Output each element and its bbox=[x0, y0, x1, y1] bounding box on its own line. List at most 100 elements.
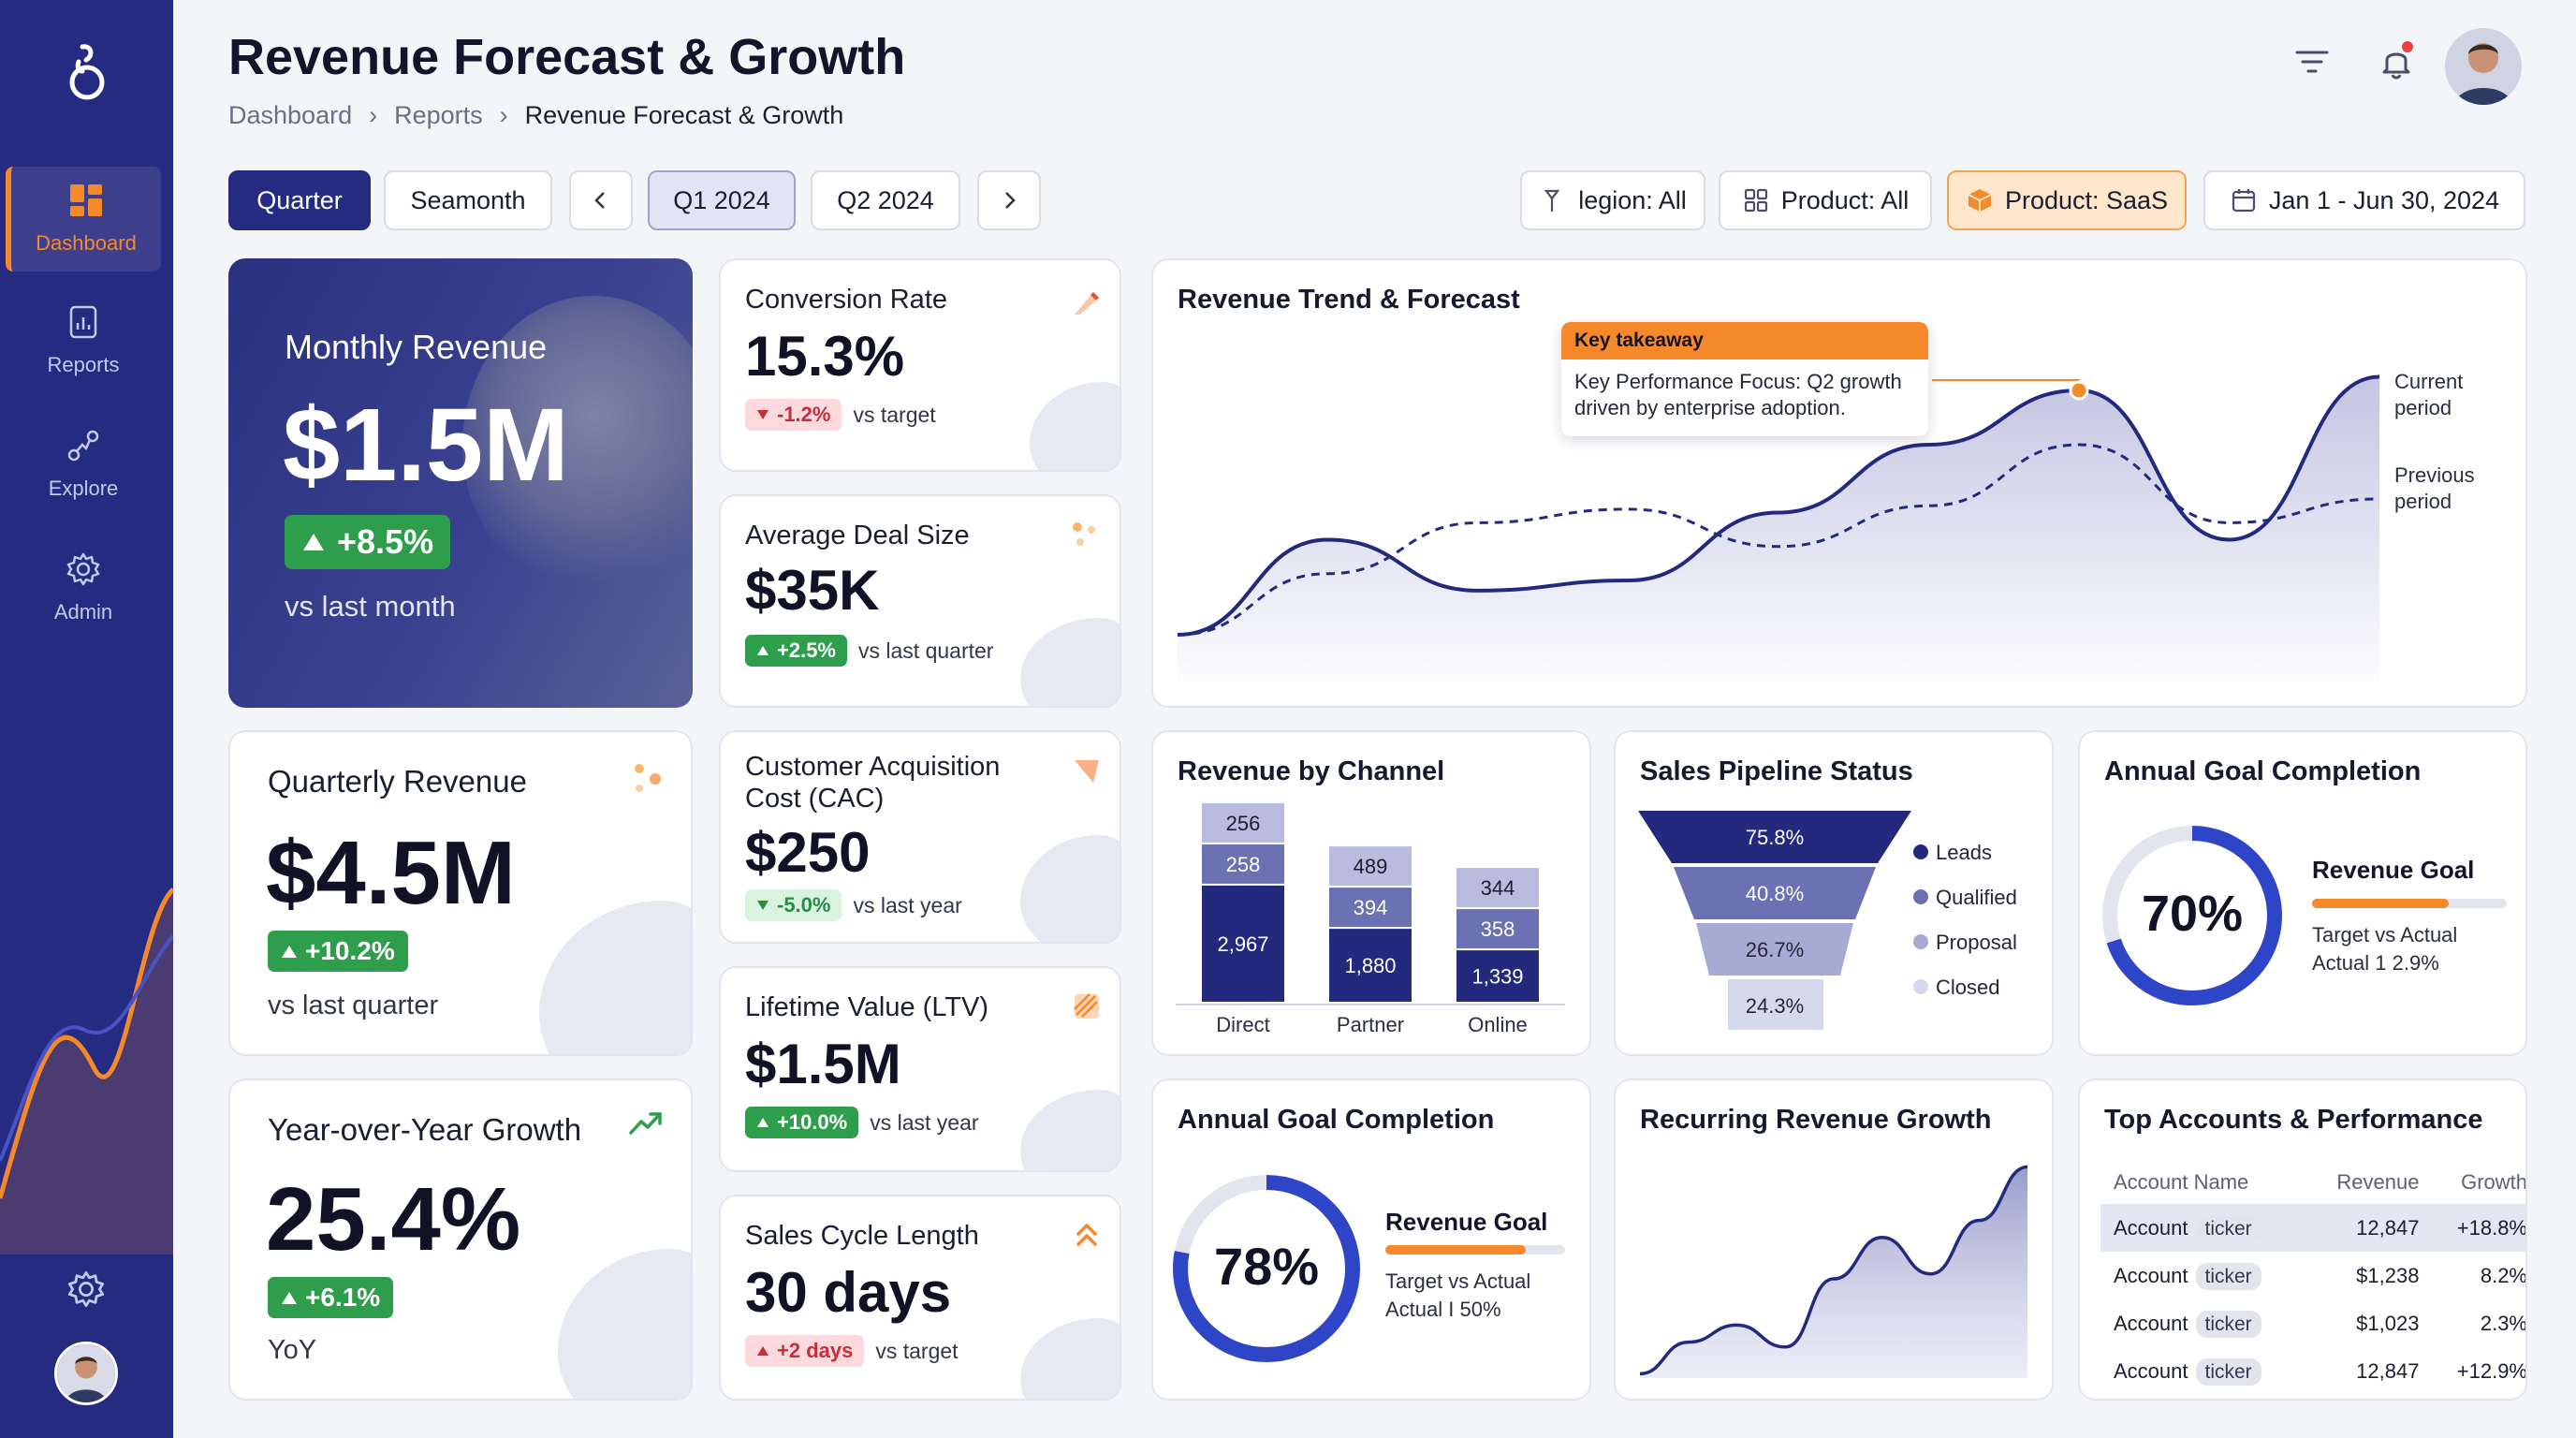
user-avatar[interactable] bbox=[54, 1342, 118, 1405]
legend-dot-closed bbox=[1913, 979, 1928, 994]
goal-bottom-label: Revenue Goal bbox=[1385, 1208, 1548, 1236]
header-user-avatar[interactable] bbox=[2445, 28, 2522, 105]
table-row[interactable]: Account ticker 12,847 +12.9% bbox=[2100, 1347, 2527, 1395]
sidebar-item-admin[interactable]: Admin bbox=[6, 536, 161, 640]
annual-goal-card-bottom[interactable]: Annual Goal Completion 78% Revenue Goal … bbox=[1151, 1078, 1591, 1401]
bar-segment-direct-top[interactable] bbox=[1202, 802, 1284, 843]
bar-segment-direct-base[interactable] bbox=[1202, 885, 1284, 1002]
monthly-revenue-card[interactable]: Monthly Revenue $1.5M +8.5% vs last mont… bbox=[228, 258, 693, 708]
region-filter-dropdown[interactable]: legion: All bbox=[1520, 170, 1705, 230]
date-range-picker[interactable]: Jan 1 - Jun 30, 2024 bbox=[2203, 170, 2525, 230]
deal-change-badge: +2.5% bbox=[745, 635, 847, 667]
table-row[interactable]: Account ticker $1,238 8.2% bbox=[2100, 1252, 2527, 1299]
bar-segment-direct-middle[interactable] bbox=[1202, 844, 1284, 884]
funnel-value-leads: 75.8% bbox=[1746, 826, 1804, 849]
cycle-change-badge: +2 days bbox=[745, 1335, 865, 1367]
previous-period-button[interactable] bbox=[569, 170, 633, 230]
revenue-trend-card[interactable]: Revenue Trend & Forecast Key takeaway Ke… bbox=[1151, 258, 2527, 708]
product-filter-dropdown[interactable]: Product: All bbox=[1719, 170, 1932, 230]
legend-dot-proposal bbox=[1913, 934, 1928, 949]
recurring-revenue-card[interactable]: Recurring Revenue Growth bbox=[1614, 1078, 2054, 1401]
accounts-title: Top Accounts & Performance bbox=[2104, 1105, 2483, 1135]
top-accounts-card[interactable]: Top Accounts & Performance Account Name … bbox=[2078, 1078, 2527, 1401]
column-header-account[interactable]: Account Name bbox=[2114, 1170, 2249, 1194]
monthly-revenue-compare: vs last month bbox=[285, 590, 456, 623]
product-saas-label: Product: SaaS bbox=[2004, 185, 2169, 214]
revenue-cell: $1,238 bbox=[2356, 1263, 2420, 1287]
arrow-down-icon bbox=[757, 410, 768, 419]
conversion-rate-card[interactable]: Conversion Rate 15.3% -1.2% vs target bbox=[719, 258, 1121, 472]
explore-icon bbox=[67, 430, 99, 462]
sales-cycle-card[interactable]: Sales Cycle Length 30 days +2 days vs ta… bbox=[719, 1195, 1121, 1401]
sales-pipeline-card[interactable]: Sales Pipeline Status 75.8% 40.8% 26.7% … bbox=[1614, 730, 2054, 1056]
growth-cell: +12.9% bbox=[2456, 1358, 2527, 1383]
period-q2-2024[interactable]: Q2 2024 bbox=[811, 170, 960, 230]
revenue-by-channel-card[interactable]: Revenue by Channel 2,967 258 256 Direct 1,88… bbox=[1151, 730, 1591, 1056]
bar-segment-online-middle[interactable] bbox=[1456, 909, 1539, 949]
column-header-growth[interactable]: Growth bbox=[2461, 1170, 2527, 1194]
legend-label-proposal: Proposal bbox=[1936, 931, 2017, 954]
sidebar-item-reports[interactable]: Reports bbox=[6, 288, 161, 393]
funnel-value-qualified: 40.8% bbox=[1746, 882, 1804, 905]
yoy-growth-card[interactable]: Year-over-Year Growth 25.4% +6.1% YoY bbox=[228, 1078, 693, 1401]
card-decoration bbox=[539, 901, 691, 1054]
bar-segment-partner-top[interactable] bbox=[1329, 846, 1412, 887]
yoy-compare: YoY bbox=[268, 1335, 317, 1365]
filter-icon[interactable] bbox=[2290, 39, 2334, 84]
growth-cell: 8.2% bbox=[2480, 1263, 2527, 1287]
region-pin-icon bbox=[1544, 189, 1560, 212]
table-row[interactable]: Account ticker 12,847 +18.8% bbox=[2100, 1204, 2525, 1252]
cac-card[interactable]: Customer Acquisition Cost (CAC) $250 -5.… bbox=[719, 730, 1121, 944]
app-logo-icon[interactable] bbox=[58, 41, 114, 103]
cac-change-row: -5.0% vs last year bbox=[745, 889, 962, 921]
card-decoration bbox=[1020, 835, 1120, 942]
sidebar-item-label: Dashboard bbox=[36, 231, 137, 255]
sidebar-item-label: Admin bbox=[53, 600, 113, 624]
goal-bottom-actual-label: Actual I 50% bbox=[1385, 1298, 1501, 1321]
yoy-change-badge: +6.1% bbox=[268, 1277, 394, 1318]
breadcrumb-reports[interactable]: Reports bbox=[394, 101, 483, 129]
annual-goal-card-top[interactable]: Annual Goal Completion 70% Revenue Goal … bbox=[2078, 730, 2527, 1056]
settings-gear-icon[interactable] bbox=[66, 1269, 106, 1309]
next-period-button[interactable] bbox=[977, 170, 1041, 230]
peak-marker[interactable] bbox=[2069, 380, 2089, 401]
quarter-toggle-button[interactable]: Quarter bbox=[228, 170, 371, 230]
sidebar-item-dashboard[interactable]: Dashboard bbox=[6, 167, 161, 271]
table-row[interactable]: Account ticker $1,023 2.3% bbox=[2100, 1299, 2525, 1347]
ltv-value: $1.5M bbox=[745, 1033, 901, 1095]
arrow-up-icon bbox=[282, 945, 297, 958]
cycle-compare: vs target bbox=[875, 1338, 959, 1363]
quarterly-title: Quarterly Revenue bbox=[268, 764, 527, 799]
notification-bell-icon[interactable] bbox=[2374, 39, 2419, 84]
callout-line-2: driven by enterprise adoption. bbox=[1574, 396, 1846, 419]
quarterly-revenue-card[interactable]: Quarterly Revenue $4.5M +10.2% vs last q… bbox=[228, 730, 693, 1056]
goal-ring-bottom: 78% bbox=[1173, 1175, 1360, 1362]
period-q1-2024[interactable]: Q1 2024 bbox=[648, 170, 796, 230]
goal-top-progress-fill bbox=[2312, 899, 2449, 908]
average-deal-size-card[interactable]: Average Deal Size $35K +2.5% vs last qua… bbox=[719, 494, 1121, 708]
bar-segment-online-top[interactable] bbox=[1456, 868, 1539, 908]
wedge-icon bbox=[1075, 760, 1099, 783]
annual-goal-top-title: Annual Goal Completion bbox=[2104, 756, 2422, 786]
funnel-stage-closed bbox=[1728, 979, 1823, 1030]
callout-line-1: Key Performance Focus: Q2 growth bbox=[1574, 370, 1902, 393]
goal-top-actual-label: Actual 1 2.9% bbox=[2312, 951, 2439, 975]
goal-ring-bottom-progress bbox=[1173, 1175, 1360, 1362]
sidebar-item-explore[interactable]: Explore bbox=[6, 412, 161, 517]
column-header-revenue[interactable]: Revenue bbox=[2336, 1170, 2420, 1194]
yoy-value: 25.4% bbox=[266, 1169, 521, 1269]
breadcrumb-dashboard[interactable]: Dashboard bbox=[228, 101, 353, 129]
conversion-title: Conversion Rate bbox=[745, 285, 947, 315]
bar-segment-partner-middle[interactable] bbox=[1329, 888, 1412, 928]
account-name-cell: Account ticker bbox=[2100, 1252, 2308, 1299]
ltv-card[interactable]: Lifetime Value (LTV) $1.5M +10.0% vs las… bbox=[719, 966, 1121, 1172]
bar-segment-online-base[interactable] bbox=[1456, 950, 1539, 1002]
conversion-change-row: -1.2% vs target bbox=[745, 399, 936, 431]
quarterly-change-value: +10.2% bbox=[305, 936, 395, 965]
product-saas-filter[interactable]: Product: SaaS bbox=[1947, 170, 2187, 230]
bar-segment-partner-base[interactable] bbox=[1329, 929, 1412, 1002]
deal-change-row: +2.5% vs last quarter bbox=[745, 635, 993, 667]
striped-pencil-icon bbox=[1074, 993, 1099, 1019]
category-label-online: Online bbox=[1468, 1013, 1528, 1036]
seamonth-toggle-button[interactable]: Seamonth bbox=[384, 170, 552, 230]
